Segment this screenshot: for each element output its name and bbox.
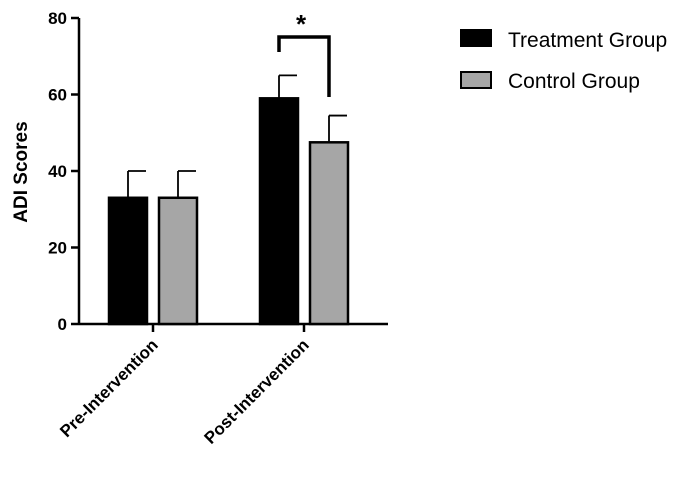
legend-label-treatment: Treatment Group — [508, 29, 667, 52]
y-tick-label: 0 — [58, 315, 67, 334]
y-tick-label: 60 — [48, 86, 67, 105]
y-tick-label: 20 — [48, 239, 67, 258]
bar-treatment-post — [258, 97, 300, 326]
y-axis-title: ADI Scores — [11, 121, 32, 222]
bar-treatment-pre — [107, 196, 149, 326]
y-tick-label: 40 — [48, 162, 67, 181]
significance-bracket — [277, 35, 331, 97]
x-tick-label: Post-Intervention — [201, 335, 313, 447]
legend: Treatment Group Control Group — [460, 29, 667, 93]
legend-label-control: Control Group — [508, 70, 640, 93]
y-tick-label: 80 — [48, 9, 67, 28]
significance-marker: * — [296, 9, 307, 39]
x-tick-label: Pre-Intervention — [56, 335, 162, 441]
legend-swatch-control — [460, 71, 492, 89]
plot-area: 0 20 40 60 80 Pre-Intervention Post-Interventi… — [48, 9, 388, 448]
legend-swatch-treatment — [460, 29, 492, 47]
bar-control-post — [308, 141, 350, 326]
bar-control-pre — [157, 196, 199, 326]
